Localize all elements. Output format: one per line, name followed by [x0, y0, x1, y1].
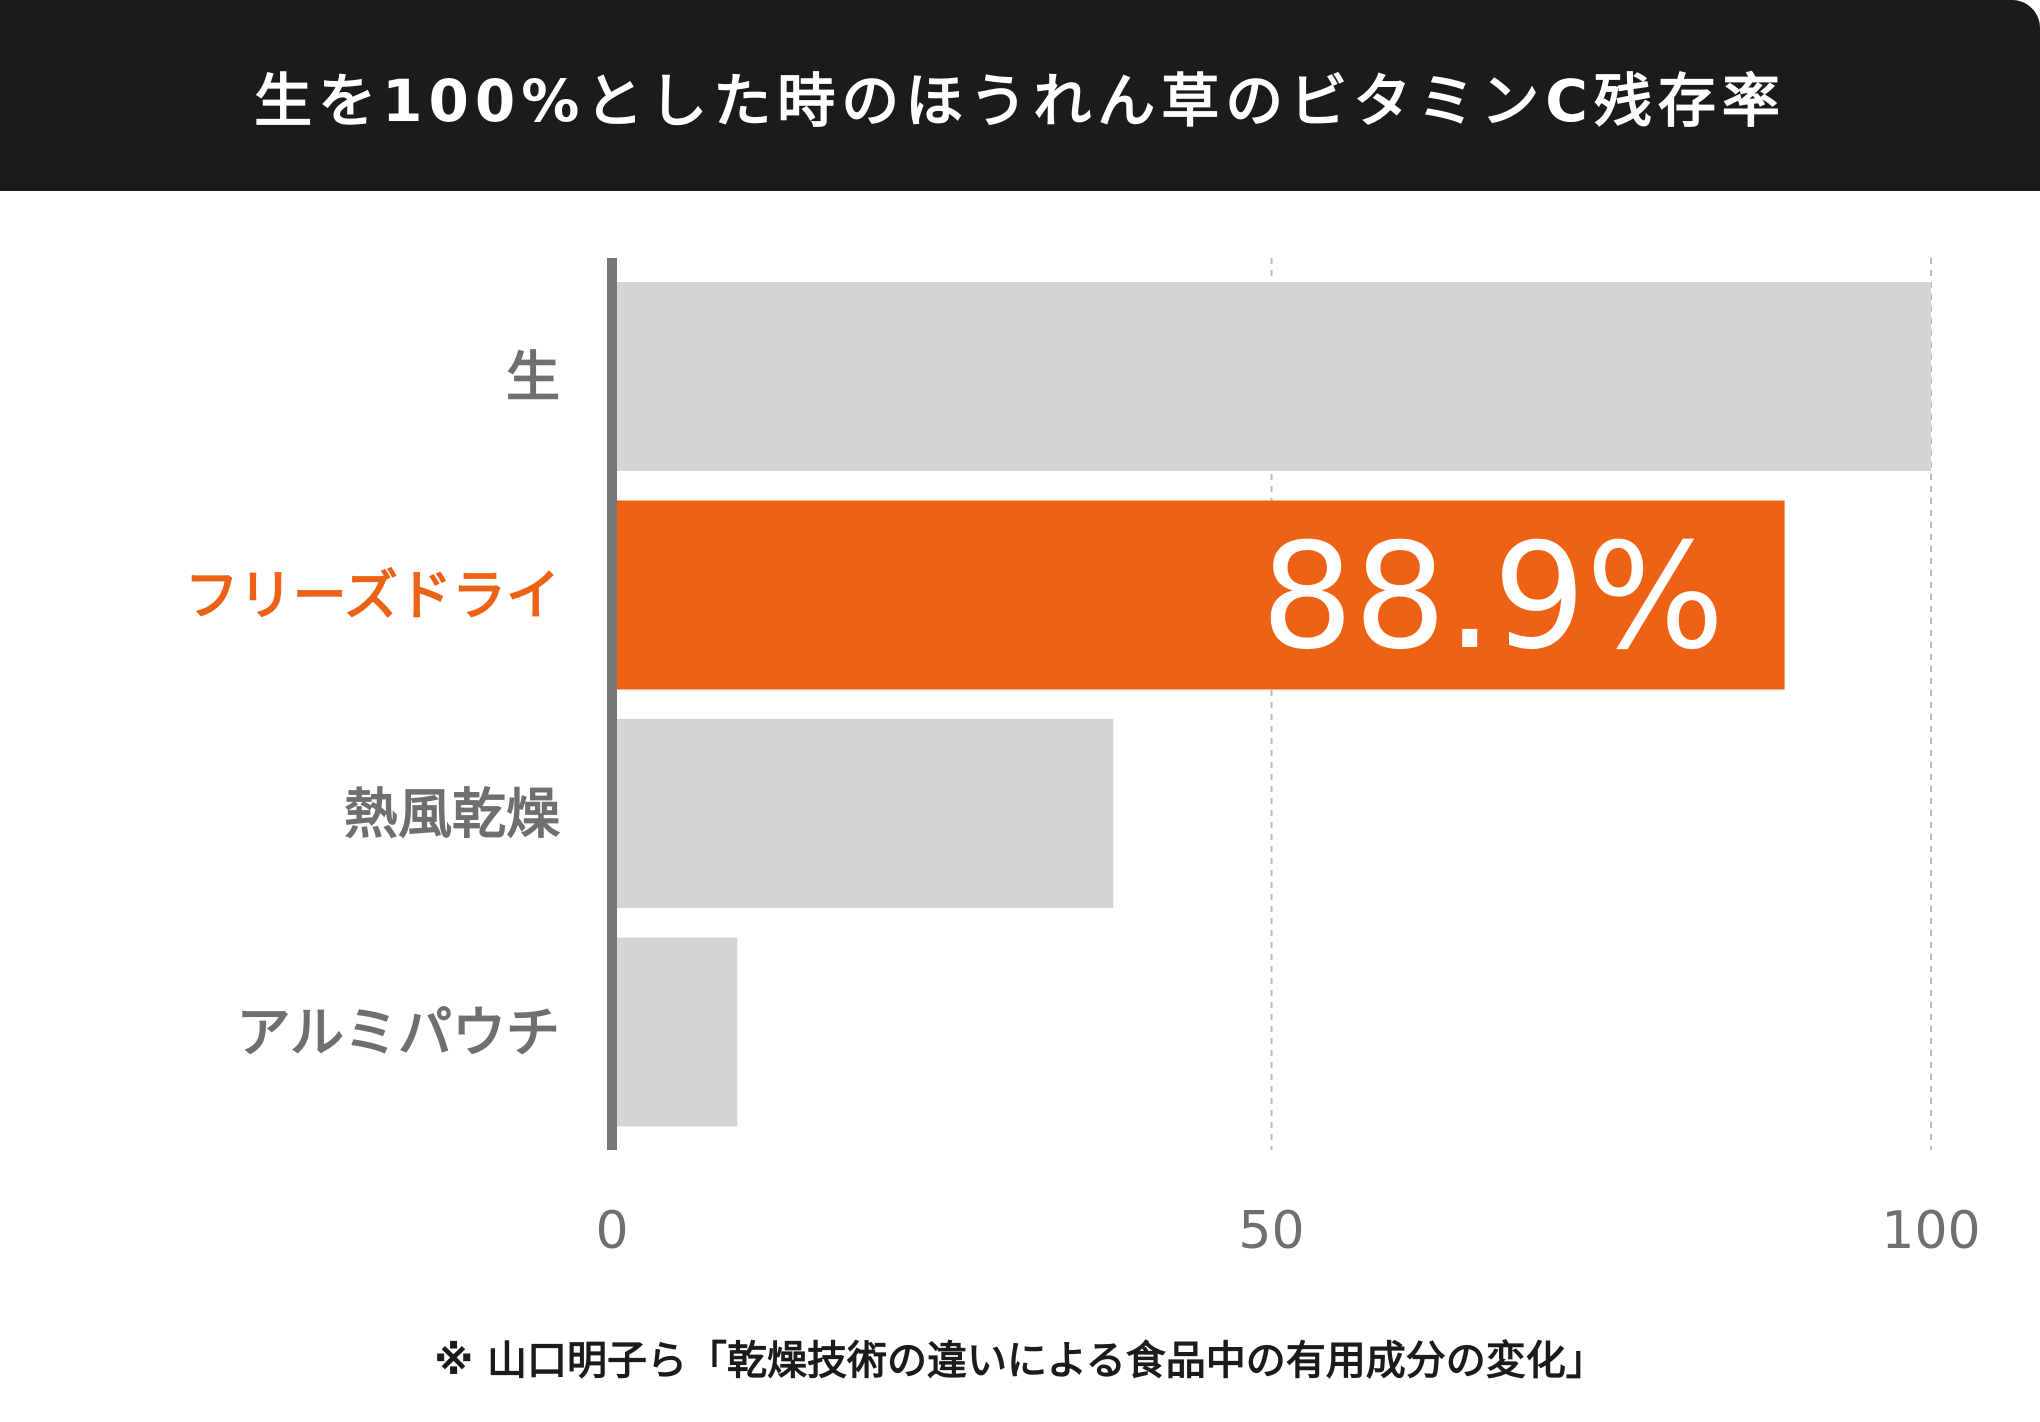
source-footnote: ※ 山口明子ら「乾燥技術の違いによる食品中の有用成分の変化」 — [434, 1338, 1606, 1384]
category-label: フリーズドライ — [185, 564, 560, 627]
bar-2 — [612, 719, 1114, 908]
category-label: アルミパウチ — [237, 1001, 560, 1064]
bar-0 — [612, 282, 1931, 471]
x-tick-label: 100 — [1881, 1201, 1980, 1261]
data-label: 88.9% — [1261, 512, 1725, 682]
category-label: 生 — [506, 346, 560, 409]
bar-3 — [612, 937, 738, 1127]
chart-title: 生を100%とした時のほうれん草のビタミンC残存率 — [254, 66, 1786, 135]
category-label: 熱風乾燥 — [344, 783, 561, 846]
x-tick-label: 0 — [595, 1201, 628, 1261]
bar-1 — [612, 500, 1785, 690]
x-tick-label: 50 — [1238, 1201, 1304, 1261]
chart-header: 生を100%とした時のほうれん草のビタミンC残存率 — [0, 0, 2040, 191]
